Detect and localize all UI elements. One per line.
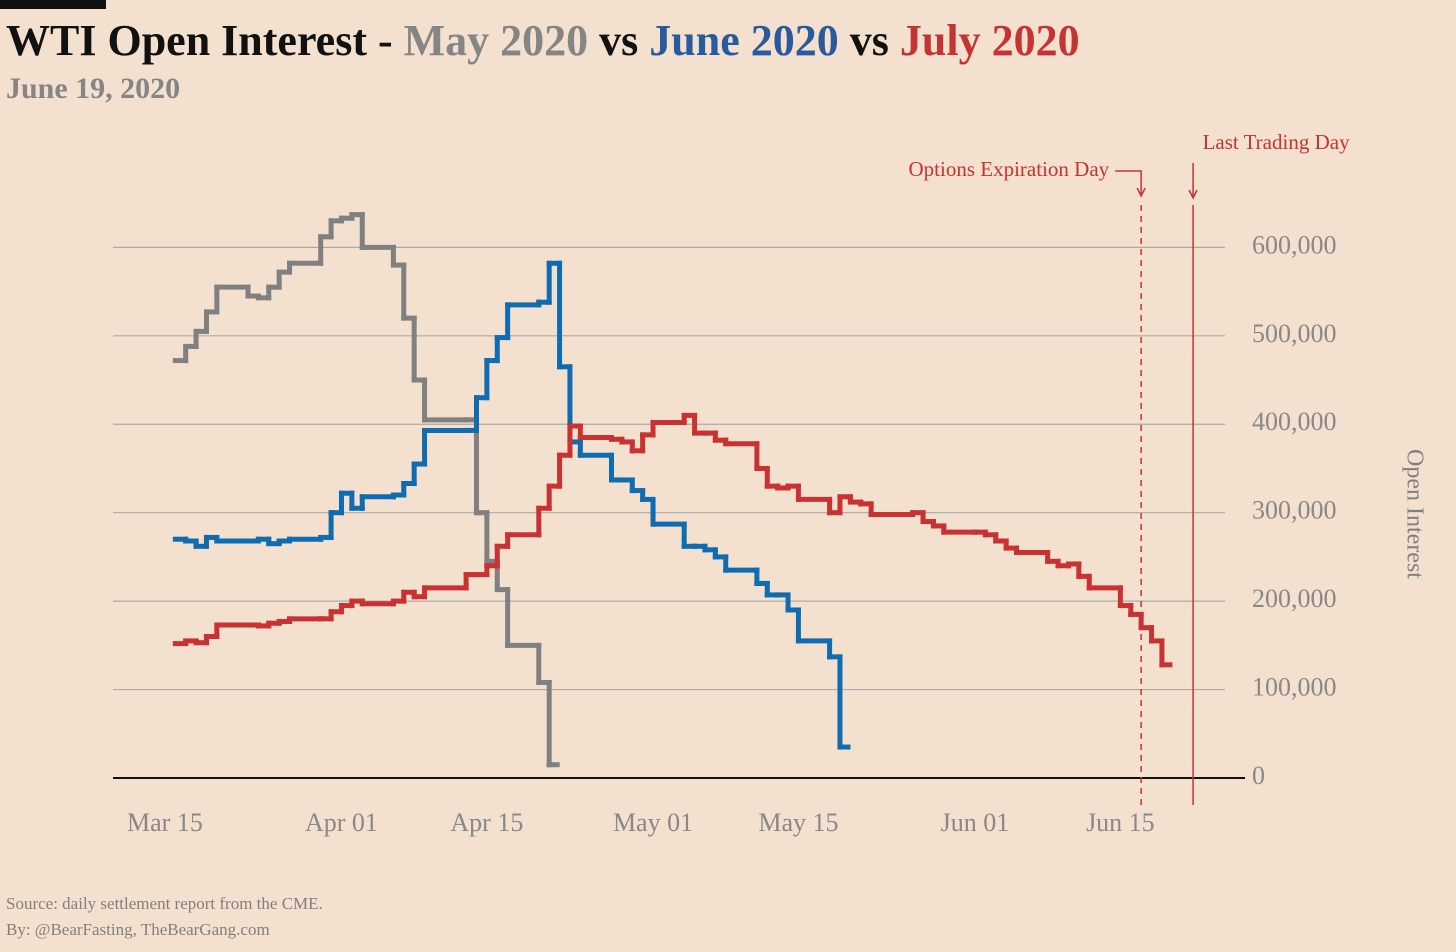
arrow-head <box>1188 189 1198 200</box>
title-text: WTI Open Interest - <box>6 16 393 65</box>
annotation-text: Options Expiration Day <box>909 157 1110 181</box>
corner-bar <box>0 0 106 9</box>
x-tick-label: Apr 01 <box>305 808 378 837</box>
y-tick-label: 100,000 <box>1252 673 1337 702</box>
title-separator: vs <box>850 16 889 65</box>
annotation-text: Last Trading Day <box>1203 130 1351 154</box>
x-tick-label: May 01 <box>613 808 693 837</box>
y-tick-label: 300,000 <box>1252 496 1337 525</box>
annotation-arrow <box>1115 170 1142 194</box>
y-tick-label: 200,000 <box>1252 584 1337 613</box>
x-tick-label: May 15 <box>758 808 838 837</box>
source: Source: daily settlement report from the… <box>6 894 323 913</box>
y-tick-label: 400,000 <box>1252 407 1337 436</box>
y-tick-label: 0 <box>1252 761 1265 790</box>
arrow-head <box>1136 187 1146 198</box>
x-tick-label: Apr 15 <box>450 808 523 837</box>
legend-entry: May 2020 <box>404 16 589 65</box>
x-tick-label: Jun 15 <box>1086 808 1155 837</box>
y-tick-label: 500,000 <box>1252 319 1337 348</box>
y-axis-label: Open Interest <box>1401 449 1427 579</box>
y-tick-label: 600,000 <box>1252 230 1337 259</box>
chart-title: WTI Open Interest - May 2020 vs June 202… <box>6 16 1080 65</box>
title-separator: vs <box>599 16 638 65</box>
x-tick-label: Jun 01 <box>941 808 1010 837</box>
x-tick-label: Mar 15 <box>127 808 203 837</box>
chart-subtitle: June 19, 2020 <box>6 72 180 105</box>
legend-entry: June 2020 <box>649 16 838 65</box>
legend-entry: July 2020 <box>900 16 1080 65</box>
byline: By: @BearFasting, TheBearGang.com <box>6 920 270 939</box>
